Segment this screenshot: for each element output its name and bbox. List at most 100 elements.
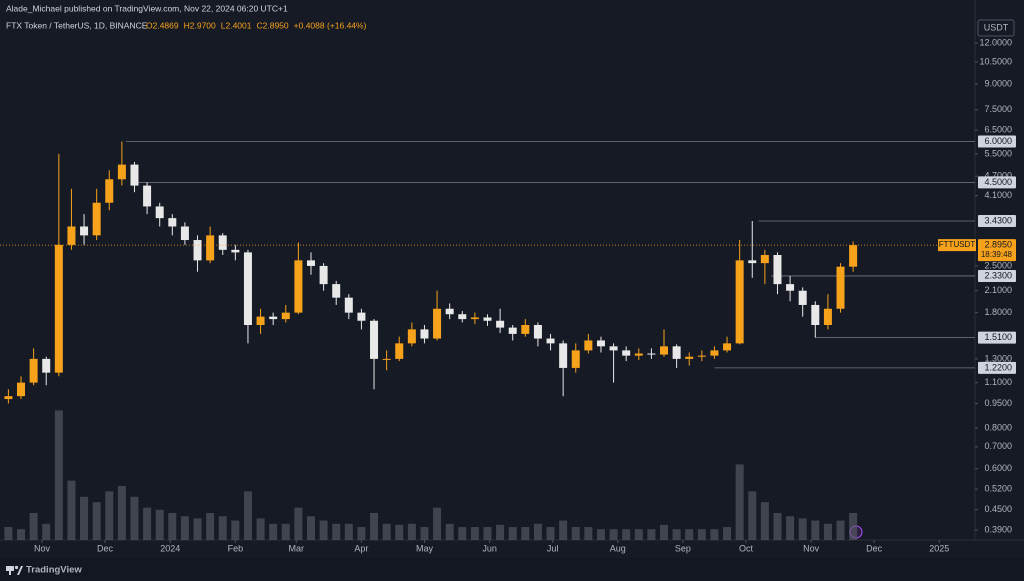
candle-body — [483, 317, 492, 321]
candle-body — [849, 245, 858, 267]
last-price-label: 2.8950 — [984, 239, 1012, 249]
y-tick-label: 2.1000 — [984, 285, 1012, 295]
candle-body — [760, 255, 769, 264]
candle-body — [306, 260, 315, 266]
candle-body — [407, 329, 416, 344]
level-label-box — [978, 135, 1016, 148]
candle-body — [294, 260, 303, 313]
countdown: 18:39:48 — [981, 250, 1013, 259]
candle-body — [697, 355, 706, 357]
candle-body — [823, 308, 832, 326]
volume-bar — [294, 507, 303, 540]
volume-bar — [130, 496, 139, 540]
volume-bar — [798, 518, 807, 540]
volume-bar — [823, 523, 832, 540]
x-tick-label: Jun — [482, 543, 497, 553]
candle-body — [17, 382, 26, 397]
volume-bar — [697, 529, 706, 540]
x-tick-label: 2024 — [160, 543, 180, 553]
candle-body — [130, 164, 139, 186]
volume-bar — [370, 513, 379, 540]
volume-bar — [420, 527, 429, 540]
volume-bar — [710, 529, 719, 540]
volume-bar — [647, 529, 656, 540]
candle-body — [521, 325, 530, 334]
volume-bar — [433, 507, 442, 540]
y-tick-label: 2.5000 — [984, 260, 1012, 270]
volume-bar — [571, 527, 580, 540]
volume-bar — [634, 529, 643, 540]
candle-body — [622, 350, 631, 356]
candle-body — [773, 255, 782, 285]
symbol-label-box — [938, 239, 976, 252]
candle-body — [4, 396, 13, 400]
x-tick-label: Aug — [610, 543, 626, 553]
currency-box[interactable] — [977, 19, 1015, 37]
candle-body — [496, 320, 505, 328]
candle-body — [458, 314, 467, 320]
y-tick-label: 1.8000 — [984, 307, 1012, 317]
level-label: 4.5000 — [984, 177, 1012, 187]
footer-logo — [6, 565, 23, 575]
candle-body — [92, 202, 101, 236]
volume-bar — [281, 523, 290, 540]
volume-bar — [521, 527, 530, 540]
volume-bar — [748, 491, 757, 540]
candle-body — [735, 260, 744, 344]
symbol-label: FTTUSDT — [939, 240, 976, 249]
x-tick-label: Dec — [97, 543, 114, 553]
volume-bar — [584, 527, 593, 540]
y-tick-label: 6.5000 — [984, 125, 1012, 135]
volume-bar — [622, 529, 631, 540]
volume-bar — [269, 523, 278, 540]
volume-bar — [332, 523, 341, 540]
candle-body — [395, 343, 404, 359]
x-tick-label: Oct — [739, 543, 754, 553]
volume-bar — [54, 410, 63, 540]
y-tick-label: 1.3000 — [984, 353, 1012, 363]
candle-body — [143, 185, 152, 207]
volume-bar — [193, 518, 202, 540]
candle-body — [382, 358, 391, 360]
volume-bar — [458, 527, 467, 540]
candle-body — [243, 252, 252, 326]
y-tick-label: 4.7000 — [984, 171, 1012, 181]
candle-body — [193, 240, 202, 261]
volume-bar — [546, 527, 555, 540]
volume-bar — [836, 520, 845, 540]
volume-bar — [382, 523, 391, 540]
candle-body — [660, 346, 669, 355]
volume-bar — [395, 524, 404, 540]
currency: USDT — [984, 22, 1009, 32]
volume-bar — [357, 527, 366, 540]
x-tick-label: Apr — [354, 543, 368, 553]
y-tick-label: 10.5000 — [979, 56, 1012, 66]
volume-bar — [256, 518, 265, 540]
level-label-box — [978, 269, 1016, 282]
level-label-box — [978, 214, 1016, 227]
level-label-box — [978, 176, 1016, 189]
volume-bar — [344, 523, 353, 540]
volume-bar — [218, 516, 227, 540]
volume-bar — [723, 527, 732, 540]
y-tick-label: 5.5000 — [984, 148, 1012, 158]
candle-body — [180, 226, 189, 241]
candle-body — [319, 265, 328, 285]
footer-brand: TradingView — [26, 565, 82, 576]
candle-body — [281, 312, 290, 320]
ohlc-value: +0.4088 (+16.44%) — [294, 20, 367, 30]
volume-bar — [92, 502, 101, 540]
candle-body — [80, 226, 89, 236]
candle-body — [672, 346, 681, 359]
volume-bar — [319, 520, 328, 540]
candle-body — [433, 308, 442, 339]
volume-bar — [508, 527, 517, 540]
candle-body — [786, 284, 795, 291]
candle-body — [836, 266, 845, 309]
candle-body — [445, 308, 454, 315]
candle-body — [332, 284, 341, 298]
candle-body — [54, 244, 63, 373]
last-price-box — [978, 239, 1016, 262]
